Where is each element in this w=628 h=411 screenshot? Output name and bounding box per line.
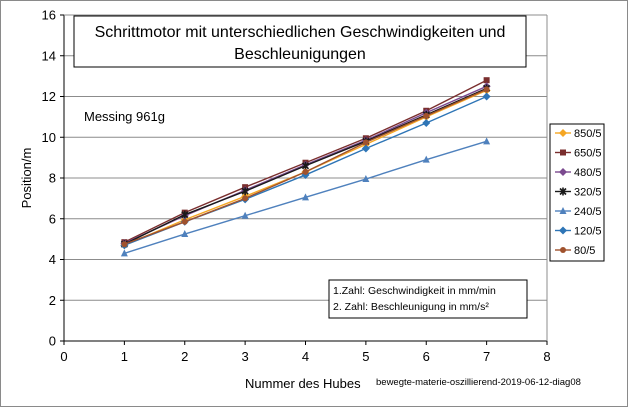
x-tick-label: 4 <box>302 349 309 364</box>
x-tick-label: 1 <box>121 349 128 364</box>
legend-item: 320/5 <box>555 187 602 199</box>
legend-item: 80/5 <box>555 245 595 257</box>
legend-marker <box>559 187 567 196</box>
legend-item: 120/5 <box>555 226 602 238</box>
x-tick-label: 5 <box>362 349 369 364</box>
legend: 850/5 650/5 480/5 320/5 240/5 120/5 80/5 <box>549 123 605 262</box>
legend-label: 320/5 <box>574 187 602 199</box>
legend-label: 850/5 <box>574 128 602 140</box>
y-tick-label: 2 <box>49 293 56 308</box>
data-point <box>181 218 188 225</box>
legend-item: 650/5 <box>555 148 602 160</box>
legend-item: 240/5 <box>555 206 602 218</box>
y-tick-label: 4 <box>49 252 56 267</box>
legend-label: 240/5 <box>574 206 602 218</box>
note-line-1: 1.Zahl: Geschwindigkeit in mm/min <box>333 285 496 297</box>
x-tick-label: 6 <box>423 349 430 364</box>
data-point <box>362 139 369 146</box>
y-tick-label: 0 <box>49 334 56 349</box>
legend-item: 850/5 <box>555 128 602 140</box>
legend-marker <box>560 247 566 253</box>
legend-label: 650/5 <box>574 148 602 160</box>
y-axis-title: Position/m <box>19 148 34 209</box>
data-point <box>483 137 491 145</box>
data-point <box>362 175 370 183</box>
series-240-5 <box>120 137 491 257</box>
annotation-label: Messing 961g <box>84 109 165 124</box>
series-layer <box>120 77 491 257</box>
chart-title-line-1: Schrittmotor mit unterschiedlichen Gesch… <box>95 24 506 41</box>
data-point <box>361 144 370 153</box>
x-tick-label: 7 <box>483 349 490 364</box>
data-point <box>483 86 490 93</box>
legend-marker <box>559 129 567 137</box>
data-point <box>302 193 309 201</box>
data-point <box>120 249 128 257</box>
y-tick-label: 16 <box>42 8 56 23</box>
data-point <box>301 161 310 170</box>
data-point <box>482 92 491 101</box>
legend-item: 480/5 <box>555 167 602 179</box>
legend-marker <box>559 226 567 235</box>
legend-label: 480/5 <box>574 167 602 179</box>
y-tick-label: 12 <box>42 89 56 104</box>
data-point <box>241 187 249 196</box>
series-80-5 <box>121 86 490 248</box>
note-box: 1.Zahl: Geschwindigkeit in mm/min 2. Zah… <box>328 279 528 319</box>
y-tick-label: 10 <box>42 130 56 145</box>
y-tick-label: 8 <box>49 171 56 186</box>
data-point <box>242 195 249 202</box>
data-point <box>121 241 128 248</box>
data-point <box>241 211 249 219</box>
data-point <box>302 168 309 175</box>
data-point <box>181 210 189 219</box>
data-point <box>423 112 430 119</box>
x-axis-title: Nummer des Hubes <box>245 376 361 391</box>
x-tick-label: 0 <box>60 349 67 364</box>
data-point <box>422 118 431 127</box>
chart-title-line-2: Beschleunigungen <box>234 46 366 63</box>
data-point <box>483 77 490 84</box>
legend-marker <box>560 149 566 156</box>
x-tick-label: 2 <box>181 349 188 364</box>
legend-label: 120/5 <box>574 226 602 238</box>
x-tick-label: 3 <box>242 349 249 364</box>
data-point <box>422 155 430 163</box>
chart-title: Schrittmotor mit unterschiedlichen Gesch… <box>73 15 527 68</box>
legend-marker <box>559 168 567 176</box>
source-label: bewegte-materie-oszillierend-2019-06-12-… <box>376 377 581 388</box>
y-tick-label: 14 <box>42 48 56 63</box>
legend-marker <box>559 207 567 214</box>
data-point <box>181 230 189 238</box>
x-tick-label: 8 <box>543 349 550 364</box>
legend-label: 80/5 <box>574 245 595 257</box>
y-tick-label: 6 <box>49 211 56 226</box>
note-line-2: 2. Zahl: Beschleunigung in mm/s² <box>333 301 489 313</box>
